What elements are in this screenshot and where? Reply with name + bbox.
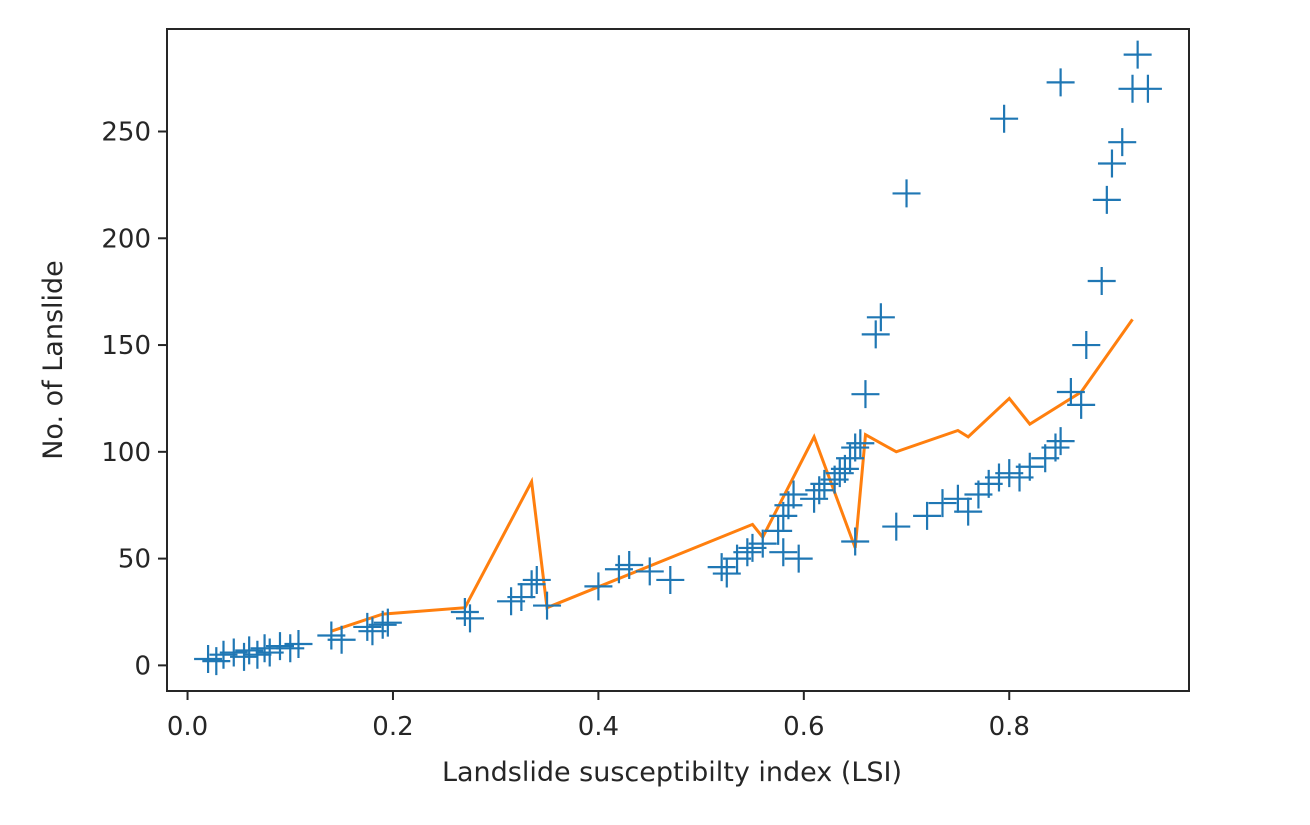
scatter-point	[836, 444, 865, 473]
scatter-point	[635, 557, 664, 586]
scatter-point	[882, 512, 911, 541]
x-tick-label: 0.8	[989, 712, 1030, 742]
scatter-point	[230, 642, 259, 671]
scatter-point	[368, 610, 397, 639]
scatter-point	[1041, 433, 1070, 462]
scatter-point	[517, 570, 546, 599]
scatter-point	[1046, 68, 1075, 97]
scatter-point	[1123, 40, 1152, 69]
scatter-point	[456, 604, 485, 633]
scatter-point	[805, 476, 834, 505]
scatter-point	[928, 489, 957, 518]
scatter-point	[866, 303, 895, 332]
y-tick-label: 0	[134, 651, 151, 681]
scatter-point	[202, 647, 231, 676]
y-axis-label: No. of Lanslide	[38, 260, 69, 460]
scatter-point	[243, 640, 272, 669]
x-axis: 0.0 0.2 0.4 0.6 0.8	[167, 691, 1030, 742]
scatter-point	[656, 565, 685, 594]
scatter-point	[276, 634, 305, 663]
scatter-point	[733, 538, 762, 567]
scatter-point	[1097, 149, 1126, 178]
scatter-point	[748, 529, 777, 558]
y-tick-label: 250	[101, 118, 151, 148]
scatter-point	[707, 553, 736, 582]
scatter-point	[1046, 427, 1075, 456]
axes-frame	[166, 28, 1190, 692]
scatter-point	[712, 559, 741, 588]
scatter-point	[769, 538, 798, 567]
scatter-point	[830, 454, 859, 483]
scatter-point	[825, 459, 854, 488]
scatter-point	[353, 612, 382, 641]
scatter-point	[784, 544, 813, 573]
x-tick-label: 0.4	[578, 712, 619, 742]
scatter-point	[450, 597, 479, 626]
x-tick-label: 0.6	[783, 712, 824, 742]
scatter-point	[851, 380, 880, 409]
scatter-point	[846, 429, 875, 458]
scatter-point	[194, 644, 223, 673]
scatter-point	[1133, 74, 1162, 103]
scatter-point	[327, 625, 356, 654]
y-tick-label: 200	[101, 224, 151, 254]
y-tick-label: 50	[118, 545, 151, 575]
scatter-point	[1092, 185, 1121, 214]
scatter-point	[841, 433, 870, 462]
scatter-point	[615, 551, 644, 580]
scatter-point	[1087, 266, 1116, 295]
scatter-point	[774, 491, 803, 520]
scatter-point	[990, 104, 1019, 133]
scatter-point	[841, 527, 870, 556]
scatter-point	[769, 501, 798, 530]
plot-area	[167, 29, 1189, 691]
scatter-point	[892, 179, 921, 208]
scatter-point	[1015, 452, 1044, 481]
y-axis: 0 50 100 150 200 250	[101, 118, 167, 681]
y-tick-label: 100	[101, 438, 151, 468]
scatter-point	[533, 591, 562, 620]
scatter-point	[861, 320, 890, 349]
scatter-point	[954, 497, 983, 526]
scatter-point	[1108, 128, 1137, 157]
x-axis-label: Landslide susceptibilty index (LSI)	[442, 757, 902, 788]
scatter-point	[913, 501, 942, 530]
y-tick-label: 150	[101, 331, 151, 361]
scatter-point	[1067, 390, 1096, 419]
x-tick-label: 0.0	[167, 712, 208, 742]
scatter-point	[284, 630, 313, 659]
scatter-point	[779, 480, 808, 509]
scatter-point	[522, 565, 551, 594]
chart-marks	[194, 40, 1162, 676]
scatter-point	[764, 516, 793, 545]
scatter-point	[1072, 331, 1101, 360]
scatter-point	[250, 634, 279, 663]
x-tick-label: 0.2	[372, 712, 413, 742]
scatter-point	[584, 572, 613, 601]
scatter-point	[373, 608, 402, 637]
scatter-point	[235, 636, 264, 665]
